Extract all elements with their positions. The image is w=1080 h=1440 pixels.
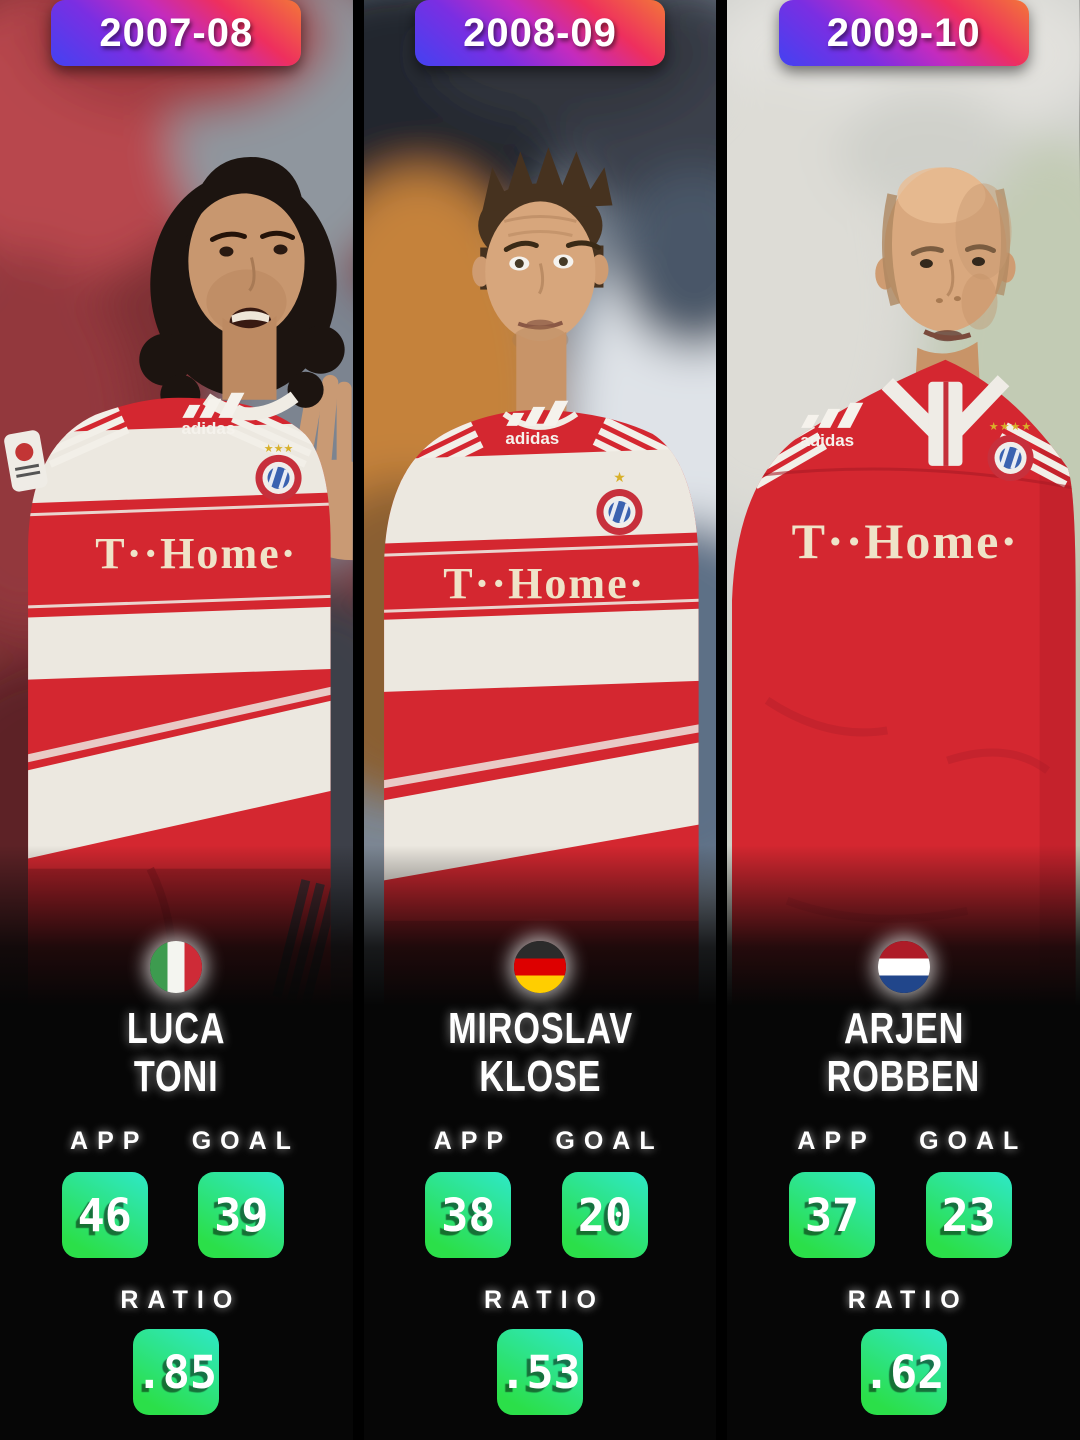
- ratio-label: RATIO: [847, 1286, 969, 1314]
- app-stat: APP 37: [789, 1127, 876, 1258]
- app-stat: APP 46: [61, 1127, 149, 1258]
- goal-value-box: 23: [925, 1172, 1012, 1258]
- goal-label: GOAL: [555, 1127, 664, 1155]
- season-label: 2008-09: [463, 10, 617, 55]
- app-value: 38: [441, 1188, 496, 1242]
- ratio-label: RATIO: [120, 1286, 242, 1314]
- player-name: LUCA TONI: [113, 1005, 239, 1101]
- klose-illustration: adidas ★ T··Home·: [363, 0, 717, 1005]
- goal-stat: GOAL 39: [192, 1127, 291, 1258]
- player-photo-miroslav-klose: adidas ★ T··Home·: [363, 0, 717, 1005]
- player-first-name: MIROSLAV: [447, 1004, 633, 1053]
- ratio-value: .53: [499, 1345, 581, 1399]
- bayern-crest: ★: [596, 469, 643, 536]
- app-label: APP: [433, 1127, 513, 1155]
- app-value-box: 38: [425, 1172, 512, 1258]
- player-first-name: LUCA: [127, 1004, 226, 1053]
- neck: [515, 331, 567, 414]
- player-name: MIROSLAV KLOSE: [422, 1005, 659, 1101]
- gold-star: ★: [613, 469, 626, 485]
- gold-stars: ★★★★: [989, 421, 1033, 433]
- bundesliga-patch: [4, 430, 48, 492]
- season-label: 2009-10: [826, 10, 981, 55]
- face: [186, 156, 305, 338]
- sponsor-text: T··Home·: [443, 559, 645, 608]
- app-value: 37: [804, 1188, 860, 1242]
- netherlands-flag-icon: [877, 941, 930, 993]
- head: [875, 167, 1016, 342]
- sponsor-text: T··Home·: [792, 513, 1019, 569]
- app-stat: APP 38: [425, 1127, 513, 1258]
- app-label: APP: [797, 1127, 876, 1155]
- player-last-name: ROBBEN: [826, 1052, 981, 1101]
- app-value-box: 46: [61, 1172, 148, 1258]
- player-stats-block: ARJEN ROBBEN APP 37 GOAL 23 RATIO: [727, 941, 1080, 1415]
- goal-value-box: 20: [562, 1172, 648, 1258]
- app-goal-row: APP 38 GOAL 20: [425, 1127, 655, 1258]
- app-label: APP: [70, 1127, 149, 1155]
- bayern-crest: ★★★★: [987, 421, 1034, 481]
- germany-flag-icon: [514, 941, 566, 993]
- goal-value: 39: [214, 1188, 269, 1242]
- ratio-value: .62: [863, 1345, 945, 1399]
- player-last-name: KLOSE: [478, 1052, 602, 1101]
- italy-flag-icon: [150, 941, 203, 993]
- gold-stars: ★★★: [264, 443, 294, 455]
- ratio-value-box: .53: [497, 1329, 583, 1415]
- v-collar: [881, 375, 1010, 466]
- bayern-crest: ★★★: [255, 443, 302, 501]
- app-value: 46: [77, 1188, 132, 1242]
- player-first-name: ARJEN: [843, 1004, 964, 1053]
- goal-value: 23: [941, 1188, 996, 1242]
- adidas-wordmark: adidas: [181, 419, 235, 438]
- app-goal-row: APP 46 GOAL 39: [61, 1127, 291, 1258]
- ratio-value-box: .85: [133, 1329, 220, 1415]
- adidas-wordmark: adidas: [801, 431, 855, 450]
- adidas-wordmark: adidas: [505, 429, 559, 448]
- goal-value-box: 39: [198, 1172, 285, 1258]
- sponsor-text: T··Home·: [95, 529, 297, 578]
- season-card-2007-08: adidas ★★★ T··Home·: [0, 0, 353, 1440]
- goal-stat: GOAL 23: [919, 1127, 1018, 1258]
- goal-stat: GOAL 20: [555, 1127, 655, 1258]
- goal-label: GOAL: [191, 1127, 300, 1155]
- season-card-2009-10: adidas ★★★★ T··Home· 2009-10: [727, 0, 1080, 1440]
- adidas-logo: adidas: [181, 392, 245, 438]
- player-stats-block: MIROSLAV KLOSE APP 38 GOAL 20 RATIO: [364, 941, 717, 1415]
- season-badge: 2007-08: [51, 0, 302, 66]
- season-label: 2007-08: [99, 10, 254, 55]
- player-name: ARJEN ROBBEN: [805, 1005, 1002, 1101]
- player-stats-block: LUCA TONI APP 46 GOAL 39 RATIO: [0, 941, 353, 1415]
- adidas-logo: adidas: [505, 400, 569, 448]
- neck: [222, 315, 277, 400]
- goal-value: 20: [577, 1188, 633, 1242]
- chest-seam: [737, 467, 1075, 490]
- adidas-logo: adidas: [801, 402, 864, 450]
- season-badge: 2008-09: [415, 0, 665, 66]
- app-value-box: 37: [789, 1172, 876, 1258]
- goal-label: GOAL: [919, 1127, 1028, 1155]
- ratio-value-box: .62: [860, 1329, 947, 1415]
- app-goal-row: APP 37 GOAL 23: [789, 1127, 1018, 1258]
- ratio-label: RATIO: [484, 1286, 605, 1314]
- season-badge: 2009-10: [778, 0, 1029, 66]
- face: [471, 201, 609, 354]
- player-last-name: TONI: [134, 1052, 219, 1101]
- season-card-2008-09: adidas ★ T··Home· 2008-09: [363, 0, 717, 1440]
- ratio-value: .85: [135, 1345, 217, 1399]
